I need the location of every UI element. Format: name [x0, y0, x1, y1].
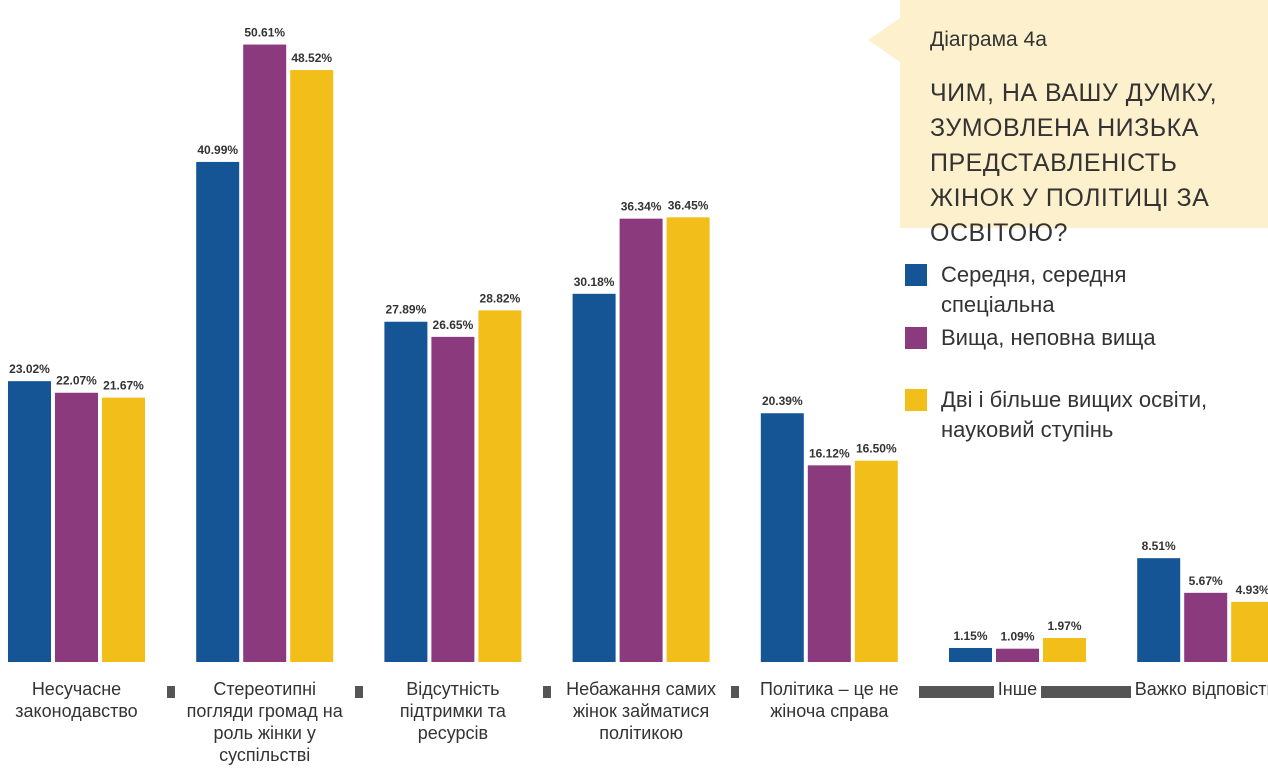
x-tick-text: Стереотипні погляди громад на роль жінки… — [174, 678, 355, 766]
x-tick-label: Стереотипні погляди громад на роль жінки… — [174, 678, 355, 766]
legend-label: Середня, середня спеціальна — [941, 262, 1127, 317]
bar — [384, 321, 428, 662]
data-label: 8.51% — [1142, 539, 1176, 553]
bar — [431, 336, 475, 662]
data-label: 27.89% — [386, 303, 427, 317]
x-tick-label: Інше — [928, 678, 1108, 700]
bar — [666, 217, 710, 662]
subtitle: Діаграма 4а — [930, 28, 1047, 51]
data-label: 1.09% — [1000, 630, 1034, 644]
bar — [8, 381, 51, 662]
x-tick-label: Важко відповісти — [1116, 678, 1268, 700]
data-label: 40.99% — [197, 143, 238, 157]
x-tick-label: Відсутність підтримки та ресурсів — [362, 678, 543, 744]
title-box — [868, 0, 1268, 228]
legend-swatch — [905, 264, 927, 286]
data-label: 16.12% — [809, 446, 850, 460]
bar — [55, 392, 98, 662]
data-label: 1.15% — [953, 629, 987, 643]
data-label: 21.67% — [103, 379, 144, 393]
data-label: 1.97% — [1047, 619, 1081, 633]
bar — [760, 413, 804, 662]
chart-title: ЧИМ, НА ВАШУ ДУМКУ, ЗУМОВЛЕНА НИЗЬКА ПРЕ… — [930, 79, 1218, 247]
bar — [196, 161, 240, 662]
data-label: 20.39% — [762, 394, 803, 408]
x-tick-label: Небажання самих жінок займатися політико… — [551, 678, 732, 744]
x-tick-text: Політика – це не жіноча справа — [739, 678, 920, 722]
data-label: 30.18% — [574, 275, 615, 289]
data-label: 16.50% — [856, 442, 897, 456]
legend-item: Дві і більше вищих освіти, науковий ступ… — [905, 385, 1241, 445]
bar — [854, 460, 898, 662]
bar — [1231, 601, 1268, 662]
bar — [102, 397, 145, 662]
legend-label: Вища, неповна вища — [941, 325, 1156, 350]
data-label: 28.82% — [480, 291, 521, 305]
legend-item: Вища, неповна вища — [905, 323, 1241, 353]
legend-item: Середня, середня спеціальна — [905, 260, 1241, 320]
data-label: 36.45% — [668, 198, 709, 212]
legend-swatch — [905, 389, 927, 411]
data-label: 26.65% — [433, 318, 474, 332]
data-label: 23.02% — [9, 362, 50, 376]
bar — [949, 647, 992, 662]
legend-label: Дві і більше вищих освіти, науковий ступ… — [941, 387, 1208, 442]
x-tick-text: Відсутність підтримки та ресурсів — [362, 678, 543, 744]
x-tick-label: Політика – це не жіноча справа — [739, 678, 920, 722]
x-tick-text: Несучасне законодавство — [0, 678, 167, 722]
bar — [572, 293, 616, 662]
data-label: 4.93% — [1236, 583, 1268, 597]
x-tick-text: Небажання самих жінок займатися політико… — [551, 678, 732, 744]
data-label: 50.61% — [244, 26, 285, 40]
bar — [1137, 558, 1181, 662]
data-label: 5.67% — [1189, 574, 1223, 588]
bar — [290, 70, 334, 662]
bar — [243, 44, 287, 663]
x-tick-text: Важко відповісти — [1130, 678, 1268, 700]
x-tick-text: Інше — [993, 678, 1042, 700]
data-label: 48.52% — [291, 51, 332, 65]
x-tick-label: Несучасне законодавство — [0, 678, 167, 722]
bar — [478, 310, 522, 662]
legend-swatch — [905, 327, 927, 349]
bar — [807, 465, 851, 662]
data-label: 22.07% — [56, 374, 97, 388]
data-label: 36.34% — [621, 200, 662, 214]
bar — [1043, 637, 1086, 662]
bar — [996, 648, 1039, 662]
bar — [1184, 592, 1228, 662]
bar — [619, 218, 663, 663]
